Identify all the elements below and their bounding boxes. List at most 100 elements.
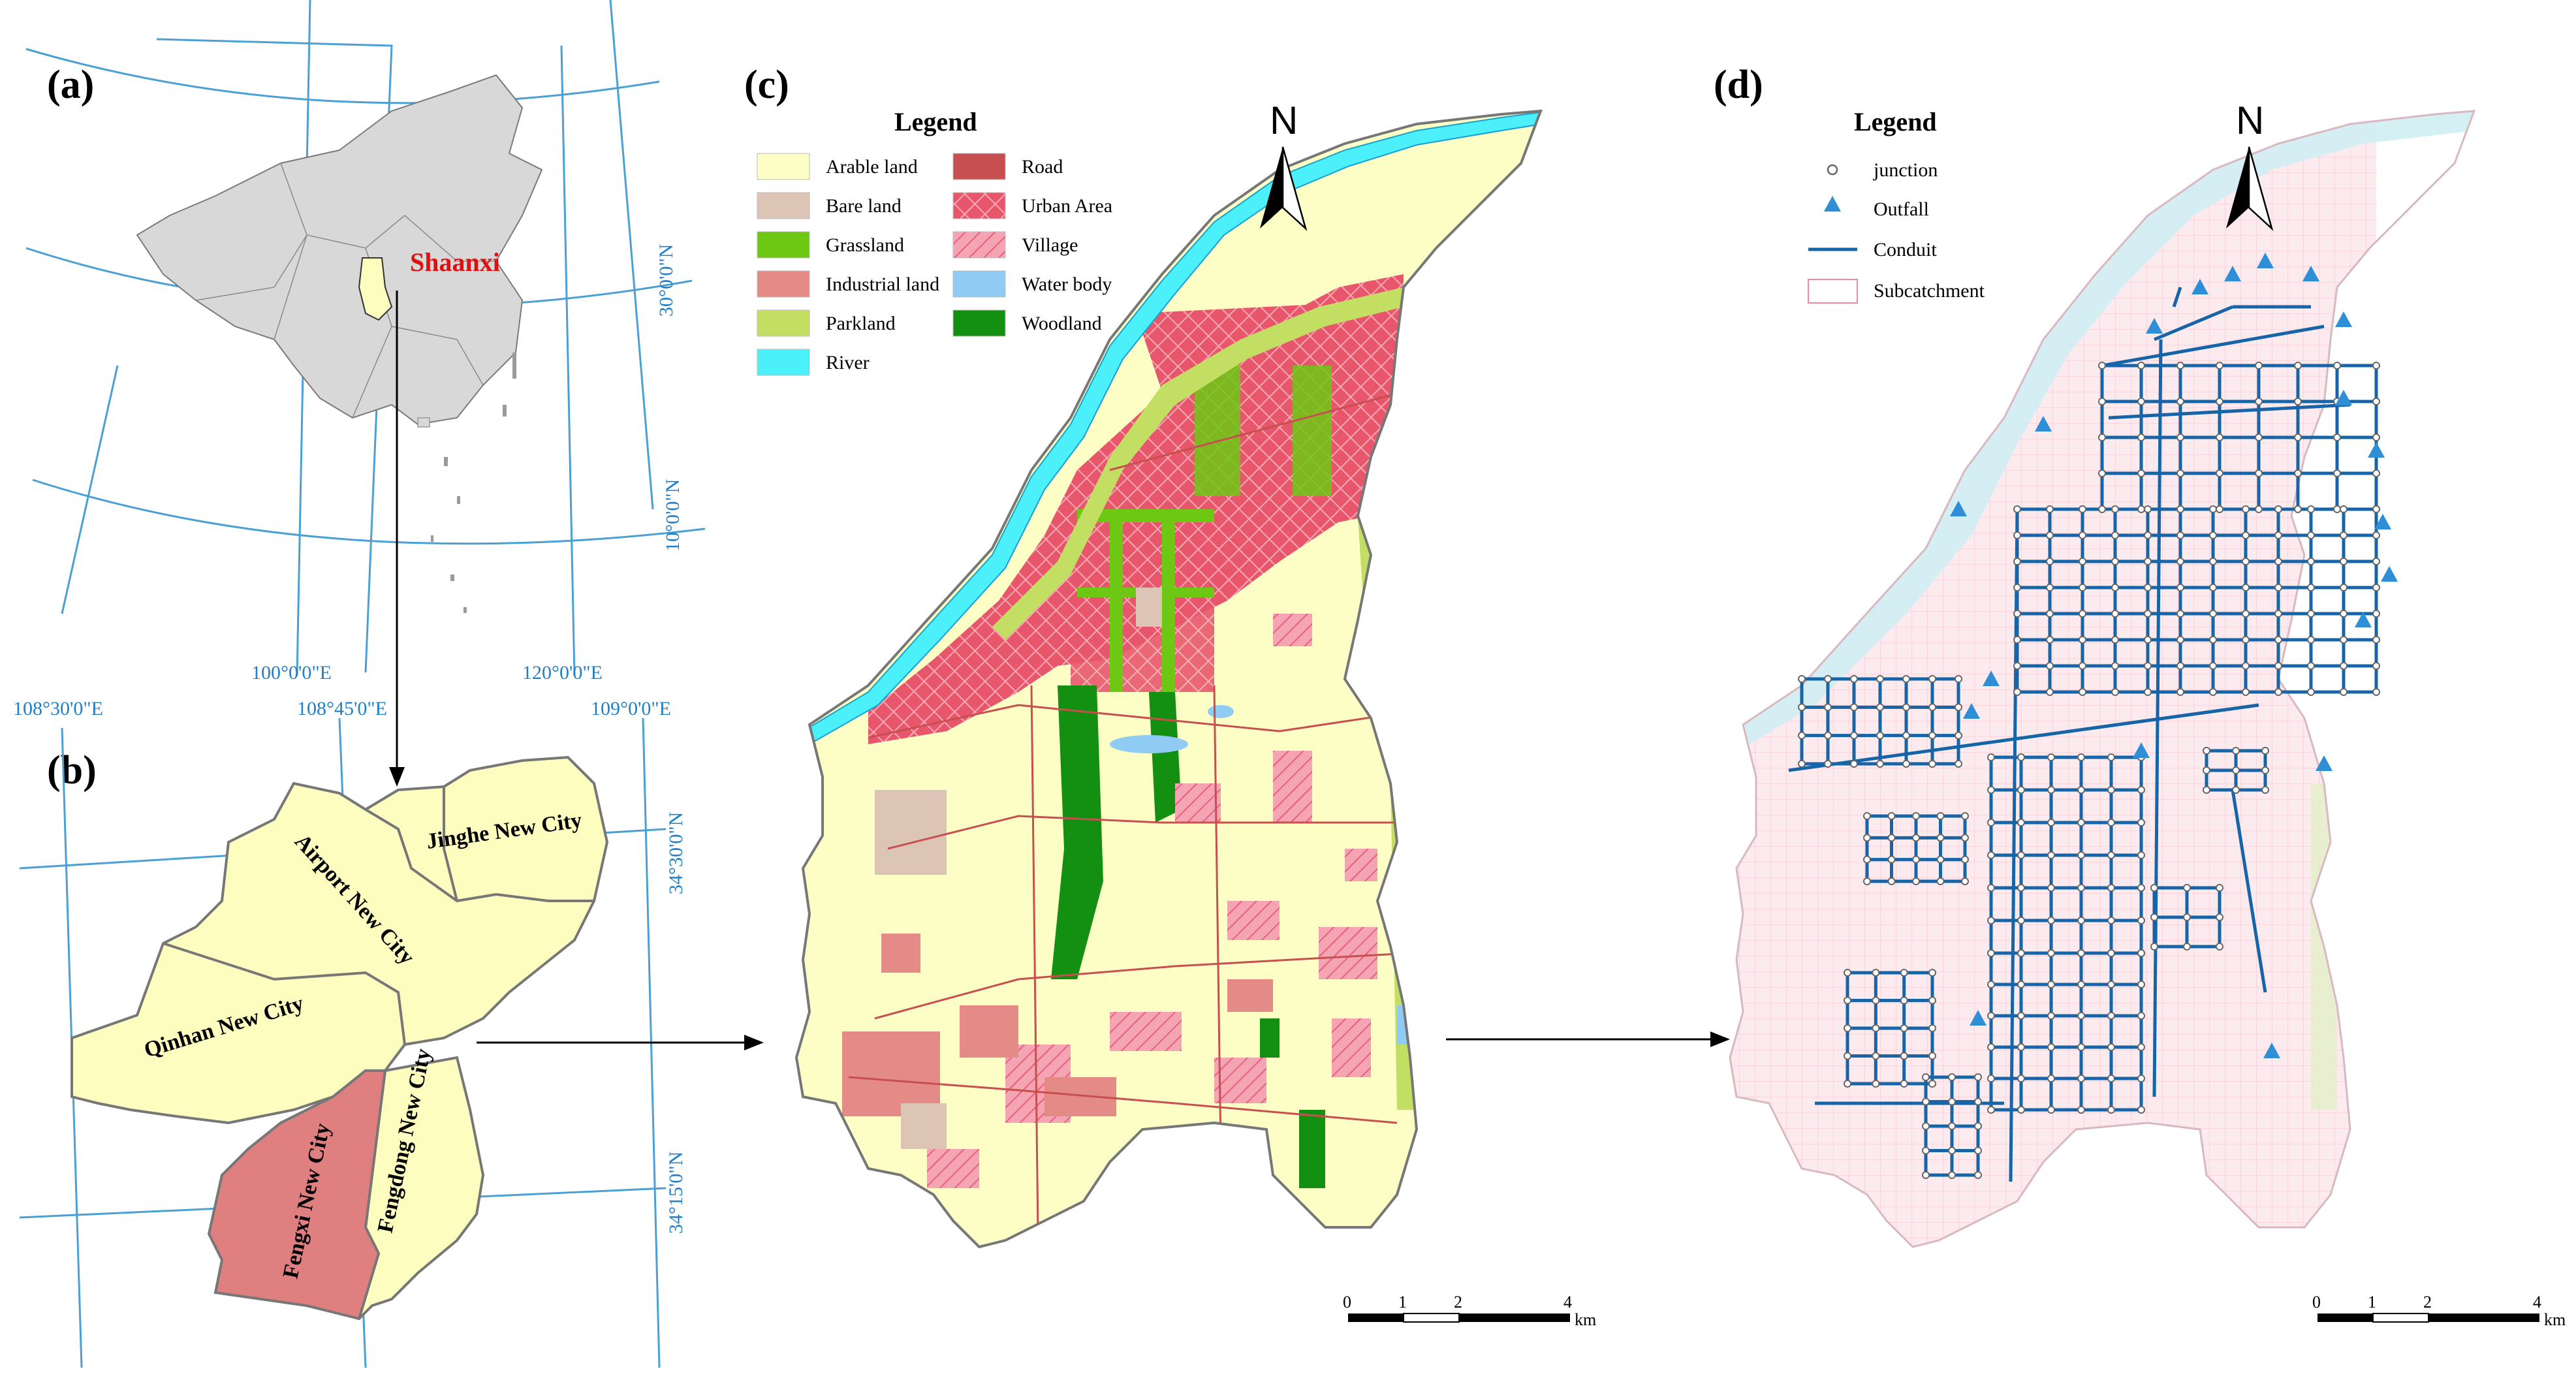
districts-map	[71, 755, 609, 1321]
junction-node	[2046, 662, 2054, 670]
junction-node	[2017, 1106, 2025, 1114]
junction-node	[2137, 398, 2145, 405]
junction-node	[2144, 662, 2152, 670]
junction-node	[2340, 584, 2348, 591]
junction-node	[2274, 558, 2282, 565]
junction-node	[2176, 531, 2184, 539]
junction-node	[2111, 610, 2119, 618]
junction-node	[1974, 1097, 1982, 1106]
outfall-node	[1970, 1010, 1987, 1026]
junction-node	[1876, 703, 1884, 712]
junction-node	[2372, 636, 2380, 644]
junction-node	[2107, 753, 2115, 761]
shaanxi-label: Shaanxi	[410, 247, 500, 277]
junction-node	[2047, 753, 2055, 761]
fengxi-region	[207, 1069, 387, 1321]
conduit	[2154, 305, 2233, 341]
islands	[417, 353, 516, 613]
junction-node	[1987, 884, 1995, 892]
junction-node	[2209, 505, 2217, 513]
junction-node	[2294, 433, 2302, 441]
outfall-node	[2257, 253, 2274, 268]
junction-node	[1936, 834, 1945, 842]
junction-node	[2111, 636, 2119, 644]
junction-node	[1850, 703, 1858, 712]
junction-node	[2017, 786, 2025, 794]
outfall-node	[2263, 1043, 2280, 1058]
junction-node	[2372, 584, 2380, 591]
junction-node	[1872, 1024, 1880, 1032]
junction-node	[2274, 662, 2282, 670]
junction-node	[1948, 1171, 1956, 1179]
legend-c-item-road: Road	[1022, 156, 1063, 178]
junction-node	[2098, 505, 2106, 513]
junction-node	[1987, 819, 1995, 826]
junction-node	[2047, 1075, 2055, 1082]
junction-node	[2274, 531, 2282, 539]
junction-node	[1961, 877, 1969, 885]
junction-node	[1863, 855, 1871, 864]
junction-node	[1928, 760, 1936, 768]
junction-node	[2017, 981, 2025, 988]
junction-node	[2017, 917, 2025, 924]
conduit	[1788, 703, 2259, 772]
panel-d: (d) Legend junction Outfall Conduit Subc…	[1714, 63, 2566, 1329]
lon-label-109-00: 109°0'0"E	[591, 698, 671, 719]
panel-a: (a) Shaanxi 30°0'0"N 10°0'0"N 100°0'0	[25, 0, 706, 787]
junction-node	[2047, 981, 2055, 988]
junction-node	[2242, 584, 2250, 591]
outfall-node	[2224, 266, 2241, 281]
north-arrow-c: N	[1260, 99, 1308, 231]
junction-node	[2047, 851, 2055, 859]
arrow-c-to-d	[1446, 1031, 1730, 1047]
junction-node	[2216, 469, 2223, 477]
junction-node	[1928, 1052, 1936, 1060]
junction-node	[2077, 1106, 2085, 1114]
legend-c-item-urban-area: Urban Area	[1022, 195, 1112, 217]
junction-node	[2274, 688, 2282, 696]
junction-node	[1900, 1080, 1908, 1088]
junction-node	[1887, 877, 1896, 885]
outfall-node	[2335, 390, 2352, 405]
junction-node	[1872, 969, 1880, 977]
junction-node	[1987, 1043, 1995, 1051]
junction-node	[2209, 688, 2217, 696]
junction-node	[2340, 610, 2348, 618]
junction-node	[2372, 398, 2380, 405]
junction-node	[1987, 786, 1995, 794]
legend-c-item-parkland: Parkland	[826, 313, 896, 334]
junction-node	[2107, 917, 2115, 924]
scale-c-tick-1: 1	[1398, 1293, 1407, 1312]
junction-node	[2098, 433, 2106, 441]
outfall-node	[2335, 311, 2352, 327]
legend-outfall-symbol	[1824, 196, 1841, 212]
junction-node	[1987, 1075, 1995, 1082]
junction-node	[2176, 433, 2184, 441]
junction-node	[2079, 558, 2086, 565]
junction-node	[2372, 362, 2380, 370]
junction-node	[1936, 812, 1945, 820]
junction-node	[2372, 433, 2380, 441]
junction-nodes	[1798, 362, 2380, 1179]
junction-node	[2242, 531, 2250, 539]
junction-node	[2372, 688, 2380, 696]
junction-node	[1798, 675, 1806, 683]
junction-node	[2137, 1106, 2145, 1114]
junction-node	[1987, 1106, 1995, 1114]
junction-node	[1844, 1052, 1851, 1060]
junction-node	[1987, 917, 1995, 924]
junction-node	[2261, 786, 2269, 794]
junction-node	[2274, 584, 2282, 591]
junction-node	[1961, 855, 1969, 864]
china-map	[136, 74, 543, 613]
junction-node	[2255, 469, 2263, 477]
junction-node	[2176, 662, 2184, 670]
junction-node	[2372, 610, 2380, 618]
junction-node	[1948, 1122, 1956, 1130]
junction-node	[2107, 1075, 2115, 1082]
junction-node	[2209, 531, 2217, 539]
legend-c-swatch-village	[952, 231, 1006, 259]
legend-subcatchment-symbol	[1808, 279, 1858, 304]
junction-node	[2242, 662, 2250, 670]
